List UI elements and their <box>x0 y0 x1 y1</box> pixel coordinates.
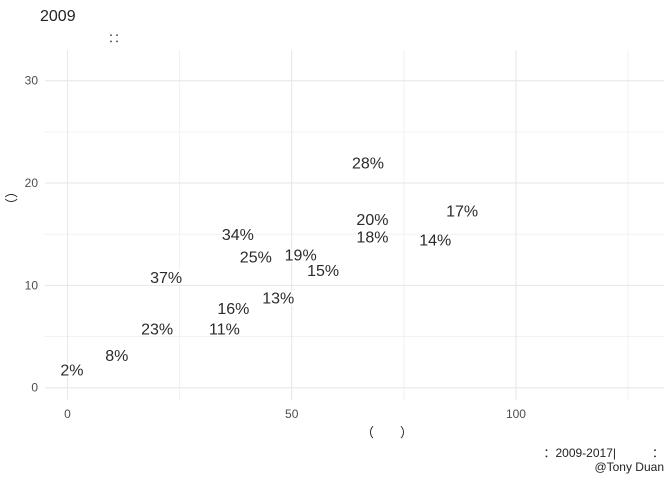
x-tick-label: 0 <box>64 407 71 421</box>
x-axis-label: （ ） <box>361 425 413 440</box>
point-label: 25% <box>240 250 272 267</box>
point-label: 2% <box>60 362 83 379</box>
y-tick-labels: 0 10 20 30 <box>25 74 39 395</box>
x-tick-label: 100 <box>506 407 526 421</box>
y-tick-label: 20 <box>25 176 39 190</box>
point-label: 15% <box>307 263 339 280</box>
x-tick-labels: 0 50 100 <box>64 407 526 421</box>
point-label: 13% <box>262 291 294 308</box>
point-label: 19% <box>285 248 317 265</box>
point-label: 11% <box>209 321 240 338</box>
grid <box>45 50 664 400</box>
point-label: 34% <box>222 227 254 244</box>
y-axis-label: （） <box>4 185 19 211</box>
y-tick-label: 0 <box>31 381 38 395</box>
point-label: 14% <box>419 232 451 249</box>
point-label: 23% <box>141 321 173 338</box>
point-label: 18% <box>356 229 388 246</box>
y-tick-label: 10 <box>25 278 39 292</box>
point-label: 8% <box>105 348 128 365</box>
point-label: 28% <box>352 156 384 173</box>
chart-credit: @Tony Duan <box>594 460 664 474</box>
point-label: 37% <box>150 270 182 287</box>
point-label: 20% <box>356 212 388 229</box>
x-tick-label: 50 <box>285 407 299 421</box>
chart-subtitle: ：： <box>108 31 126 45</box>
point-label: 17% <box>446 204 478 221</box>
chart-title: 2009 <box>40 8 76 25</box>
data-labels: 2% 8% 23% 37% 11% 16% 34% 25% 13% 19%15% 28% 20%18%… <box>59 154 480 381</box>
chart-caption: ：2009-2017| ： <box>543 446 664 460</box>
y-tick-label: 30 <box>25 74 39 88</box>
point-label: 16% <box>217 301 249 318</box>
